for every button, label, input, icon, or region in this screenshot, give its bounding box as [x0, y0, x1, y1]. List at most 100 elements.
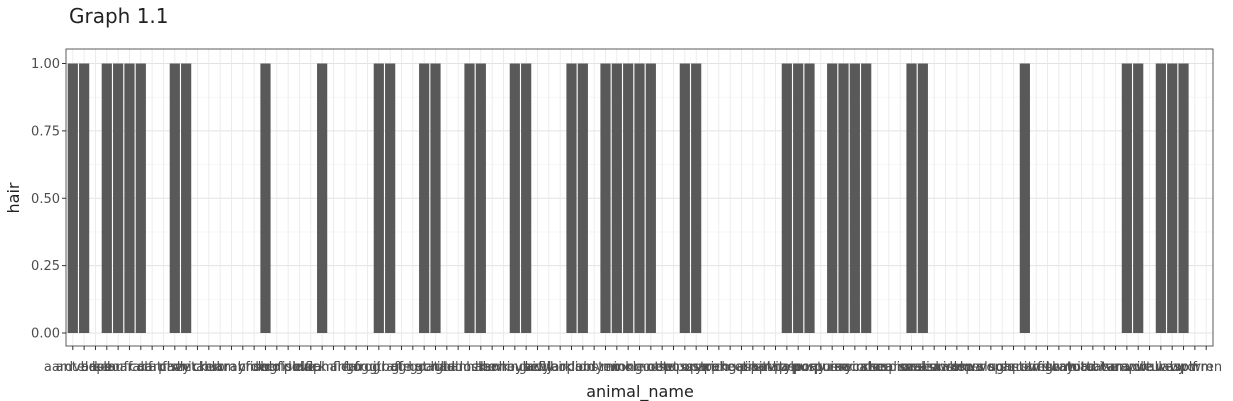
- x-tick-label: pitviper: [751, 360, 802, 375]
- x-tick-label: squirrel: [1001, 360, 1050, 375]
- x-tick-label: oryx: [682, 360, 711, 375]
- x-tick-label: sealion: [900, 360, 946, 375]
- x-tick-label: parakeet: [690, 360, 748, 375]
- bar: [691, 63, 702, 333]
- bar: [577, 63, 588, 333]
- x-tick-label: reindeer: [839, 360, 894, 375]
- bar: [645, 63, 656, 333]
- bar: [317, 63, 328, 333]
- x-tick-label: worm: [1177, 360, 1213, 375]
- x-tick-label: cheetah: [160, 360, 213, 375]
- x-tick-label: seal: [898, 360, 924, 375]
- x-tick-label: giraffe: [369, 360, 411, 375]
- x-tick-label: clam: [204, 360, 235, 375]
- bars-group: [67, 63, 1189, 333]
- bar: [169, 63, 180, 333]
- bar: [849, 63, 860, 333]
- x-tick-label: toad: [1067, 360, 1096, 375]
- x-tick-label: flea: [333, 360, 357, 375]
- x-tick-label: piranha: [739, 360, 789, 375]
- bar: [906, 63, 917, 333]
- x-tick-label: pony: [793, 360, 825, 375]
- x-tick-label: newt: [646, 360, 678, 375]
- x-tick-label: leopard: [547, 360, 596, 375]
- x-tick-label: wolf: [1170, 360, 1197, 375]
- bar: [475, 63, 486, 333]
- x-tick-label: goat: [410, 360, 439, 375]
- x-tick-label: sole: [989, 360, 1015, 375]
- y-tick-label: 0.50: [31, 192, 60, 207]
- x-tick-label: seahorse: [871, 360, 930, 375]
- bar: [79, 63, 90, 333]
- bar: [679, 63, 690, 333]
- x-tick-label: crayfish: [217, 360, 268, 375]
- x-tick-label: slug: [977, 360, 1004, 375]
- bar: [464, 63, 475, 333]
- bar: [124, 63, 135, 333]
- x-tick-label: housefly: [499, 360, 554, 375]
- x-tick-label: opossum: [656, 360, 715, 375]
- x-tick-label: lion: [571, 360, 594, 375]
- x-tick-label: seawasp: [917, 360, 973, 375]
- x-tick-label: fruitbat: [355, 360, 403, 375]
- bar: [1133, 63, 1144, 333]
- bar: [1178, 63, 1189, 333]
- x-tick-label: dolphin: [264, 360, 312, 375]
- bar: [1121, 63, 1132, 333]
- bar: [521, 63, 532, 333]
- bar: [611, 63, 622, 333]
- bar: [623, 63, 634, 333]
- x-tick-label: antelope: [56, 360, 113, 375]
- x-tick-label: wallaby: [1136, 360, 1186, 375]
- bar: [67, 63, 78, 333]
- x-tick-label: crow: [239, 360, 270, 375]
- x-tick-label: chub: [193, 360, 225, 375]
- x-tick-label: tuna: [1101, 360, 1131, 375]
- x-tick-label: seasnake: [904, 360, 965, 375]
- x-tick-label: tortoise: [1068, 360, 1118, 375]
- bar: [101, 63, 112, 333]
- x-tick-label: platypus: [759, 360, 815, 375]
- bar: [1019, 63, 1030, 333]
- x-tick-label: ostrich: [685, 360, 729, 375]
- bar: [430, 63, 441, 333]
- bar: [1167, 63, 1178, 333]
- x-tick-label: vampire: [1100, 360, 1153, 375]
- bar: [781, 63, 792, 333]
- x-tick-label: bear: [92, 360, 122, 375]
- bar: [634, 63, 645, 333]
- bar: [827, 63, 838, 333]
- x-tick-label: sparrow: [988, 360, 1040, 375]
- bar: [804, 63, 815, 333]
- bar: [600, 63, 611, 333]
- x-tick-label: swan: [1042, 360, 1076, 375]
- x-tick-label: herring: [480, 360, 527, 375]
- chart-title: Graph 1.1: [69, 4, 169, 28]
- x-tick-label: flamingo: [305, 360, 362, 375]
- x-tick-label: pike: [739, 360, 766, 375]
- x-tick-label: catfish: [142, 360, 185, 375]
- x-tick-label: deer: [251, 360, 281, 375]
- x-tick-label: frog: [343, 360, 369, 375]
- bar: [419, 63, 430, 333]
- x-tick-label: starfish: [1012, 360, 1060, 375]
- x-tick-label: crab: [217, 360, 246, 375]
- bar: [509, 63, 520, 333]
- x-tick-label: lynx: [592, 360, 620, 375]
- bar: [135, 63, 146, 333]
- x-tick-label: penguin: [704, 360, 757, 375]
- x-tick-label: lark: [548, 360, 573, 375]
- y-axis-title: hair: [4, 182, 23, 213]
- bar: [373, 63, 384, 333]
- bar: [1155, 63, 1166, 333]
- x-tick-label: gnat: [398, 360, 428, 375]
- x-tick-label: hawk: [475, 360, 510, 375]
- x-tick-label: stingray: [1021, 360, 1074, 375]
- bar: [385, 63, 396, 333]
- x-tick-label: rhea: [863, 360, 892, 375]
- x-tick-label: raccoon: [829, 360, 881, 375]
- x-tick-label: kiwi: [525, 360, 550, 375]
- x-tick-label: aardvark: [44, 360, 102, 375]
- x-tick-label: hare: [466, 360, 495, 375]
- x-tick-label: polecat: [774, 360, 822, 375]
